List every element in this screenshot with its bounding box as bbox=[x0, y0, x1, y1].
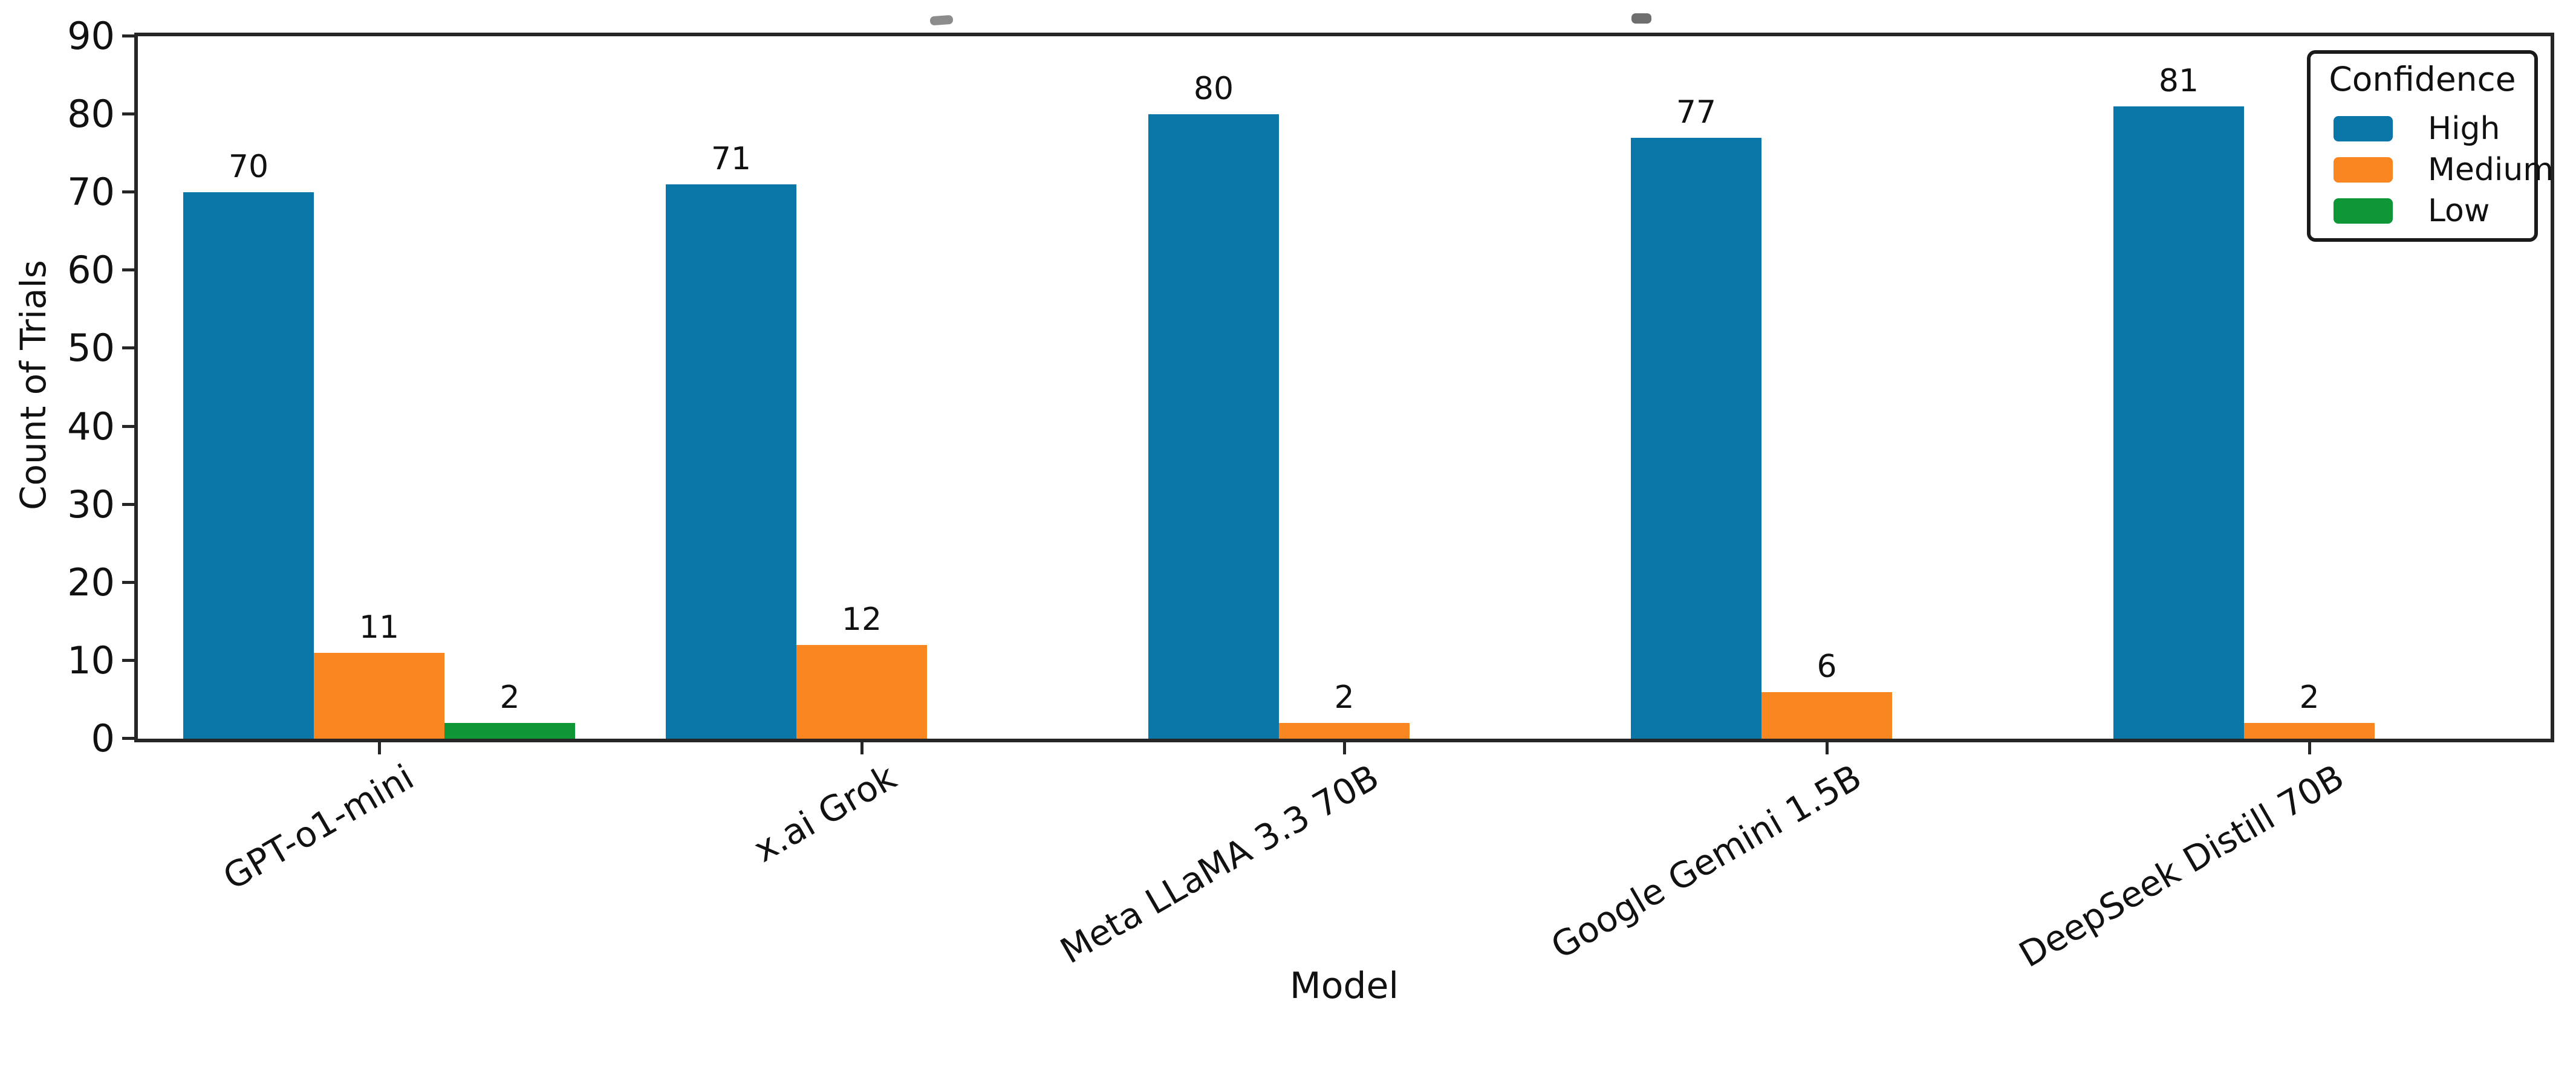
bar-high-DeepSeek Distill 70B bbox=[2113, 106, 2244, 739]
page: { "chart_data": { "type": "bar", "title"… bbox=[13, 13, 2554, 1007]
x-tick-label-2: x.ai Grok bbox=[746, 756, 903, 870]
y-tick-label: 20 bbox=[67, 560, 115, 604]
bar-high-GPT-o1-mini bbox=[183, 192, 314, 739]
bar-value-label: 11 bbox=[359, 609, 400, 646]
bar-value-label: 6 bbox=[1817, 648, 1837, 685]
x-tick-label-5: DeepSeek Distill 70B bbox=[2012, 756, 2351, 976]
x-tick-label-4: Google Gemini 1.5B bbox=[1544, 756, 1869, 967]
medium-swatch-icon bbox=[2334, 157, 2393, 183]
bar-chart-figure: Count of Trials Model Confidence High Med… bbox=[13, 13, 2554, 1007]
y-tick-label: 50 bbox=[67, 326, 115, 371]
legend-items: High Medium Low bbox=[2311, 111, 2554, 229]
y-tick-mark bbox=[122, 112, 134, 116]
y-tick-mark bbox=[122, 658, 134, 662]
x-tick-mark bbox=[860, 742, 864, 754]
y-tick-label: 40 bbox=[67, 404, 115, 449]
y-tick-label: 10 bbox=[67, 638, 115, 682]
scan-smudge-artifact bbox=[929, 15, 954, 26]
bar-value-label: 12 bbox=[841, 601, 882, 638]
bar-high-Google Gemini 1.5B bbox=[1631, 137, 1761, 739]
bar-high-Meta LLaMA 3.3 70B bbox=[1148, 114, 1279, 739]
bar-value-label: 2 bbox=[499, 679, 520, 716]
bar-medium-Meta LLaMA 3.3 70B bbox=[1279, 723, 1410, 739]
y-tick-label: 60 bbox=[67, 248, 115, 293]
y-tick-mark bbox=[122, 424, 134, 428]
legend-item-low: Low bbox=[2334, 193, 2534, 229]
y-tick-label: 70 bbox=[67, 170, 115, 215]
y-tick-mark bbox=[122, 737, 134, 740]
bar-value-label: 70 bbox=[228, 149, 269, 186]
legend-title: Confidence bbox=[2329, 60, 2516, 99]
low-swatch-icon bbox=[2334, 198, 2393, 224]
scan-smudge-artifact bbox=[1631, 13, 1651, 24]
bar-low-GPT-o1-mini bbox=[444, 723, 575, 739]
x-tick-mark bbox=[1343, 742, 1346, 754]
y-tick-mark bbox=[122, 580, 134, 584]
y-tick-mark bbox=[122, 34, 134, 37]
bar-medium-GPT-o1-mini bbox=[314, 652, 444, 739]
bar-high-x.ai Grok bbox=[666, 184, 796, 739]
x-tick-label-3: Meta LLaMA 3.3 70B bbox=[1053, 756, 1386, 972]
y-tick-mark bbox=[122, 190, 134, 194]
bar-value-label: 71 bbox=[711, 141, 752, 178]
bar-value-label: 2 bbox=[1334, 679, 1355, 716]
legend-item-label: High bbox=[2428, 111, 2500, 147]
bar-value-label: 77 bbox=[1676, 94, 1717, 131]
x-axis-label: Model bbox=[1289, 965, 1399, 1007]
legend-item-high: High bbox=[2334, 111, 2534, 147]
x-tick-mark bbox=[378, 742, 381, 754]
x-tick-mark bbox=[1826, 742, 1829, 754]
y-tick-mark bbox=[122, 346, 134, 350]
legend: Confidence High Medium Low bbox=[2307, 50, 2554, 242]
y-tick-mark bbox=[122, 268, 134, 272]
high-swatch-icon bbox=[2334, 116, 2393, 141]
bar-medium-Google Gemini 1.5B bbox=[1761, 692, 1892, 739]
bar-medium-DeepSeek Distill 70B bbox=[2244, 723, 2375, 739]
y-tick-label: 0 bbox=[91, 716, 115, 760]
x-tick-label-1: GPT-o1-mini bbox=[216, 756, 421, 898]
bar-medium-x.ai Grok bbox=[796, 645, 927, 739]
legend-item-label: Low bbox=[2428, 193, 2490, 229]
y-tick-label: 80 bbox=[67, 92, 115, 137]
y-axis-label: Count of Trials bbox=[13, 260, 54, 510]
x-tick-mark bbox=[2308, 742, 2311, 754]
bar-value-label: 2 bbox=[2299, 679, 2320, 716]
legend-item-medium: Medium bbox=[2334, 154, 2554, 186]
bar-value-label: 80 bbox=[1193, 71, 1234, 108]
y-tick-label: 90 bbox=[67, 14, 115, 58]
bar-value-label: 81 bbox=[2158, 63, 2199, 100]
legend-item-label: Medium bbox=[2428, 152, 2554, 188]
y-tick-label: 30 bbox=[67, 482, 115, 527]
y-tick-mark bbox=[122, 502, 134, 506]
